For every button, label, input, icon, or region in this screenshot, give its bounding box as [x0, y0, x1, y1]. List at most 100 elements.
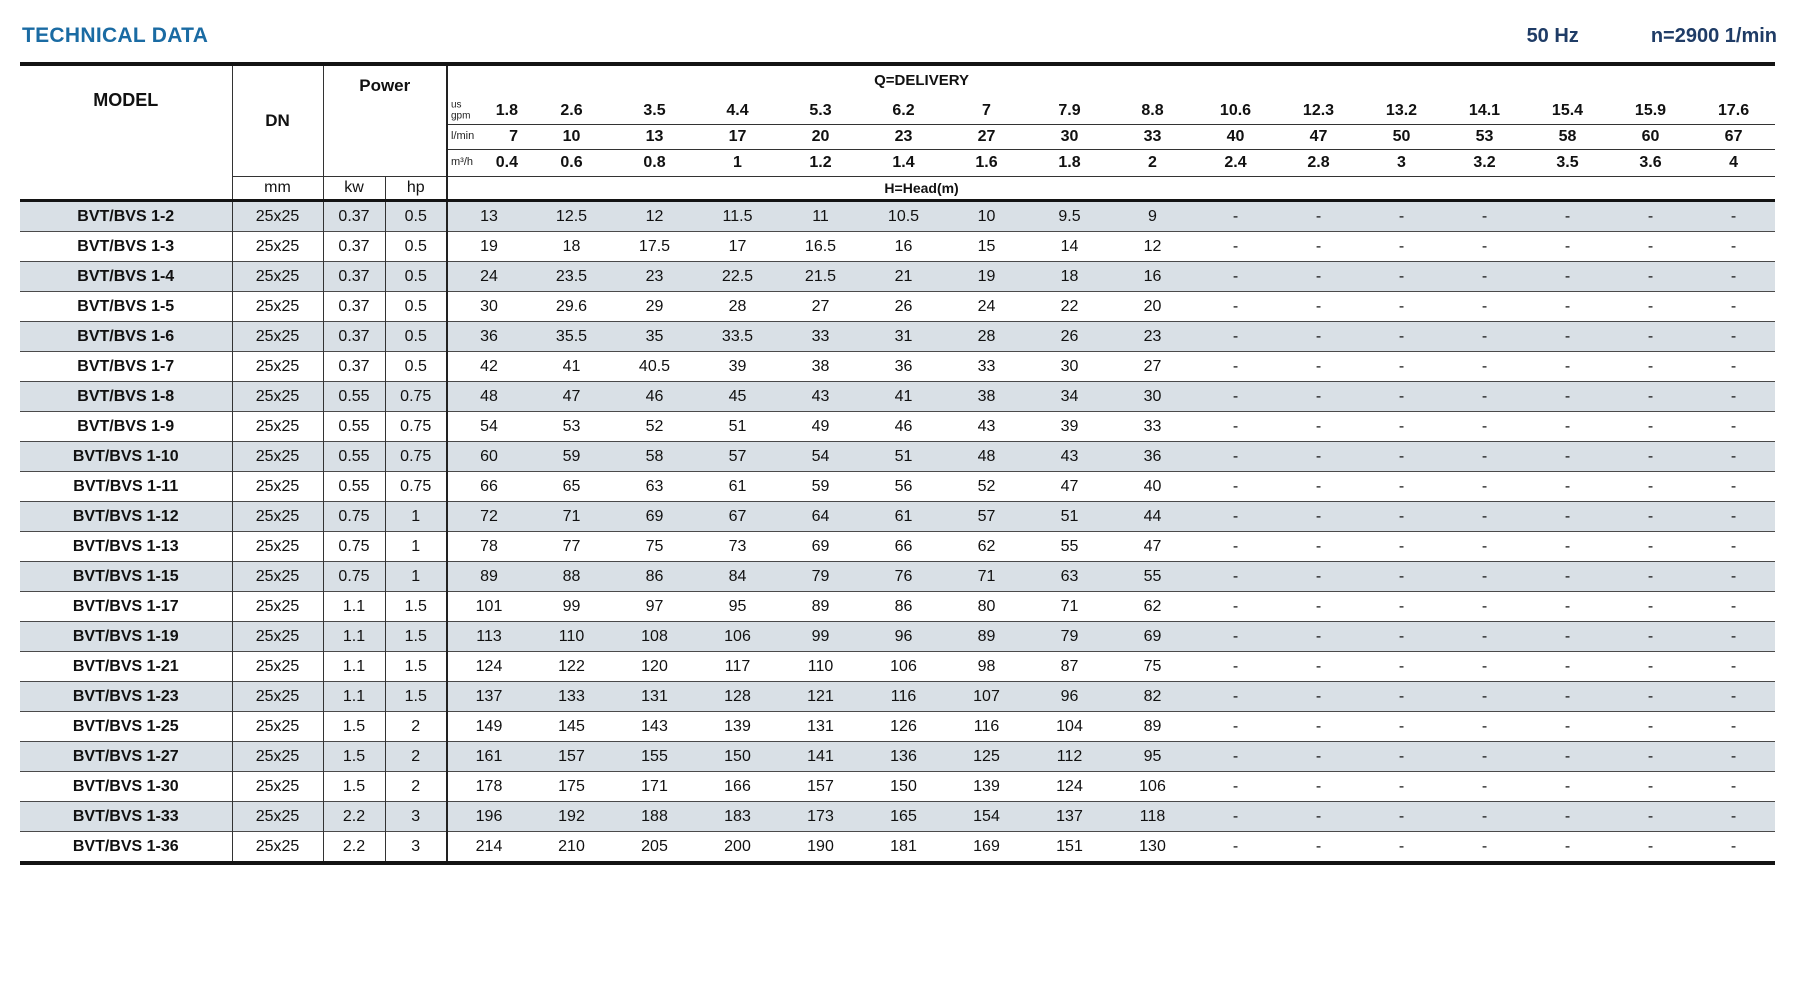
model-cell: BVT/BVS 1-12 — [20, 501, 233, 532]
head-value: 171 — [613, 771, 696, 802]
head-value: 166 — [696, 771, 779, 802]
head-value: 192 — [530, 801, 613, 832]
page-header: TECHNICAL DATA 50 Hz n=2900 1/min — [22, 24, 1777, 48]
head-value: - — [1277, 771, 1360, 802]
head-value: - — [1194, 681, 1277, 712]
head-value: 51 — [1028, 501, 1111, 532]
model-cell: BVT/BVS 1-9 — [20, 411, 233, 442]
power-column-header: Power — [323, 64, 448, 177]
head-value: 36 — [1111, 441, 1194, 472]
head-value: - — [1526, 591, 1609, 622]
head-value: 55 — [1028, 531, 1111, 562]
head-value: 113 — [447, 621, 530, 652]
head-value: 66 — [447, 471, 530, 502]
model-cell: BVT/BVS 1-25 — [20, 711, 233, 742]
head-label: H=Head(m) — [447, 176, 1776, 202]
unit-value: 13.2 — [1360, 98, 1443, 125]
head-value: 183 — [696, 801, 779, 832]
kw-cell: 1.5 — [323, 711, 386, 742]
head-value: 89 — [779, 591, 862, 622]
head-value: 161 — [447, 741, 530, 772]
head-value: 44 — [1111, 501, 1194, 532]
head-value: - — [1277, 801, 1360, 832]
head-value: 122 — [530, 651, 613, 682]
head-value: 110 — [779, 651, 862, 682]
kw-cell: 2.2 — [323, 801, 386, 832]
head-value: - — [1194, 801, 1277, 832]
head-value: - — [1526, 381, 1609, 412]
head-value: 157 — [779, 771, 862, 802]
dn-cell: 25x25 — [232, 681, 324, 712]
head-value: 137 — [1028, 801, 1111, 832]
head-value: - — [1277, 471, 1360, 502]
dn-cell: 25x25 — [232, 321, 324, 352]
kw-cell: 0.55 — [323, 411, 386, 442]
head-value: 58 — [613, 441, 696, 472]
head-value: - — [1277, 561, 1360, 592]
head-value: - — [1526, 231, 1609, 262]
head-value: - — [1443, 741, 1526, 772]
table-row: BVT/BVS 1-19 25x25 1.1 1.5 113 110 108 106 99 96 8… — [20, 621, 1776, 652]
head-value: 55 — [1111, 561, 1194, 592]
technical-data-table: MODEL DN Power Q=DELIVERY us gpm 1.8 2.6 3.… — [20, 62, 1776, 865]
unit-value: 58 — [1526, 124, 1609, 150]
head-value: 126 — [862, 711, 945, 742]
head-value: 84 — [696, 561, 779, 592]
head-value: 99 — [779, 621, 862, 652]
head-value: 131 — [779, 711, 862, 742]
head-value: 56 — [862, 471, 945, 502]
head-value: 11.5 — [696, 200, 779, 232]
head-value: 71 — [1028, 591, 1111, 622]
dn-cell: 25x25 — [232, 351, 324, 382]
model-cell: BVT/BVS 1-36 — [20, 831, 233, 863]
head-value: - — [1277, 291, 1360, 322]
head-value: 54 — [447, 411, 530, 442]
unit-value: l/min 7 — [447, 124, 530, 150]
head-value: 78 — [447, 531, 530, 562]
table-row: BVT/BVS 1-9 25x25 0.55 0.75 54 53 52 51 49 46 43 39… — [20, 411, 1776, 442]
head-value: - — [1609, 651, 1692, 682]
head-value: 46 — [613, 381, 696, 412]
head-value: 86 — [613, 561, 696, 592]
hp-cell: 0.5 — [385, 261, 448, 292]
delivery-header: Q=DELIVERY — [874, 72, 970, 89]
unit-label: us gpm — [451, 99, 471, 121]
head-value: 27 — [779, 291, 862, 322]
head-value: 13 — [447, 200, 530, 232]
head-value: - — [1692, 681, 1776, 712]
head-value: 42 — [447, 351, 530, 382]
head-value: - — [1443, 471, 1526, 502]
head-value: 17 — [696, 231, 779, 262]
frequency-label: 50 Hz — [1526, 25, 1579, 47]
head-value: - — [1692, 381, 1776, 412]
head-value: 118 — [1111, 801, 1194, 832]
head-value: - — [1194, 321, 1277, 352]
unit-value: 2 — [1111, 149, 1194, 177]
head-value: - — [1609, 261, 1692, 292]
dn-cell: 25x25 — [232, 621, 324, 652]
head-value: 39 — [1028, 411, 1111, 442]
head-value: - — [1526, 681, 1609, 712]
head-value: 71 — [530, 501, 613, 532]
head-value: 48 — [447, 381, 530, 412]
head-value: 141 — [779, 741, 862, 772]
head-value: - — [1609, 200, 1692, 232]
head-value: 27 — [1111, 351, 1194, 382]
model-cell: BVT/BVS 1-3 — [20, 231, 233, 262]
head-value: 157 — [530, 741, 613, 772]
table-row: BVT/BVS 1-4 25x25 0.37 0.5 24 23.5 23 22.5 21.5 2… — [20, 261, 1776, 292]
head-value: 40 — [1111, 471, 1194, 502]
head-value: - — [1277, 651, 1360, 682]
head-value: 15 — [945, 231, 1028, 262]
unit-value: 0.8 — [613, 149, 696, 177]
unit-value: 3.2 — [1443, 149, 1526, 177]
head-value: 80 — [945, 591, 1028, 622]
head-value: - — [1692, 501, 1776, 532]
lmin-unit-row: l/min 7 10 13 17 20 23 27 30 33 40 47 50 53 58 60 67 — [20, 124, 1776, 150]
head-value: 35 — [613, 321, 696, 352]
head-value: 165 — [862, 801, 945, 832]
head-value: - — [1609, 741, 1692, 772]
head-value: - — [1443, 501, 1526, 532]
head-value: 52 — [945, 471, 1028, 502]
unit-value: 7.9 — [1028, 98, 1111, 125]
